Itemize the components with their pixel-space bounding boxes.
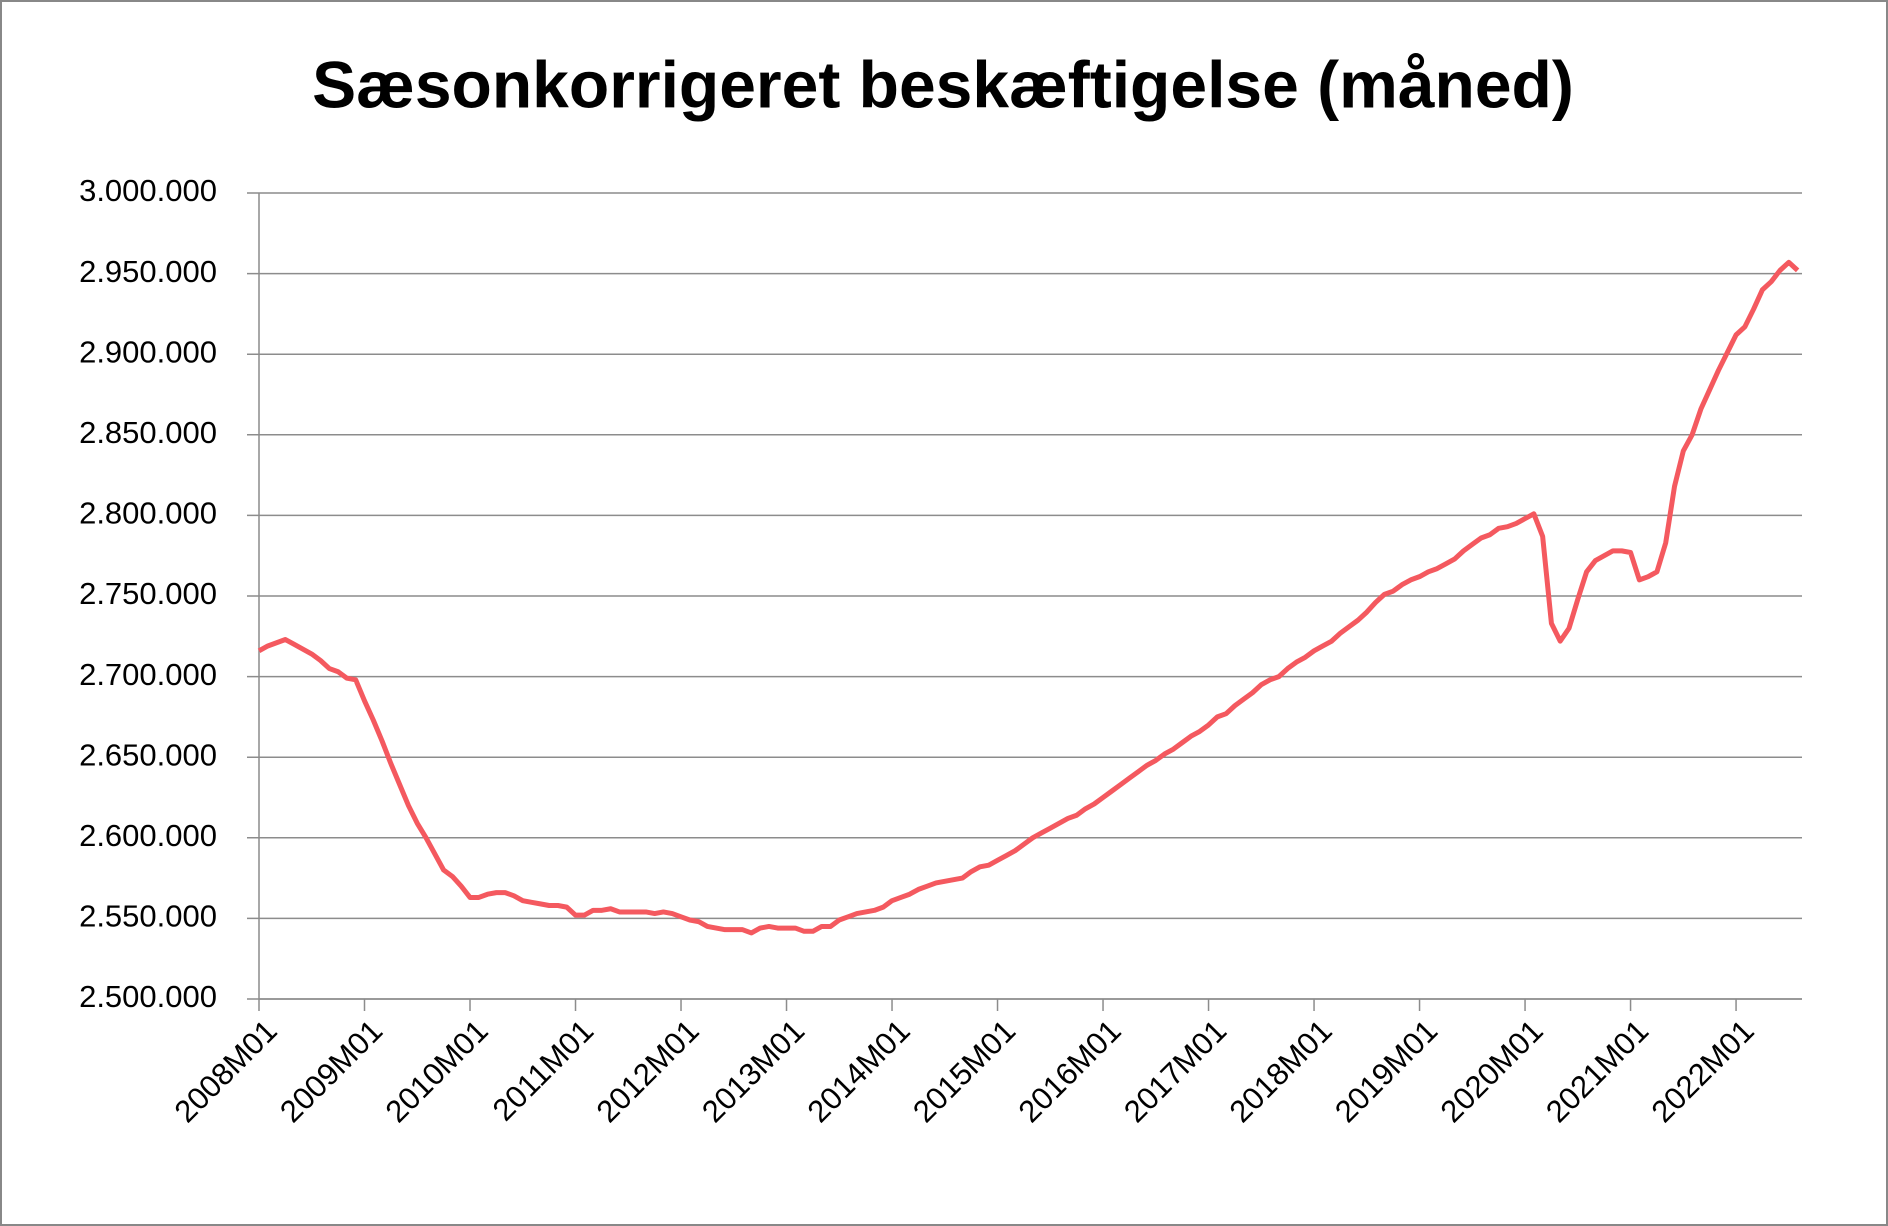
y-tick-label: 2.750.000 xyxy=(79,576,217,611)
y-tick-label: 2.900.000 xyxy=(79,334,217,369)
y-tick-label: 2.800.000 xyxy=(79,496,217,531)
y-tick-label: 2.650.000 xyxy=(79,737,217,772)
data-line xyxy=(257,259,1800,936)
y-tick-label: 2.500.000 xyxy=(79,979,217,1014)
y-tick-label: 2.700.000 xyxy=(79,657,217,692)
chart-title: Sæsonkorrigeret beskæftigelse (måned) xyxy=(312,47,1574,121)
y-tick-label: 2.950.000 xyxy=(79,254,217,289)
y-tick-label: 2.600.000 xyxy=(79,818,217,853)
y-tick-label: 3.000.000 xyxy=(79,173,217,208)
y-tick-label: 2.550.000 xyxy=(79,899,217,934)
y-tick-label: 2.850.000 xyxy=(79,415,217,450)
